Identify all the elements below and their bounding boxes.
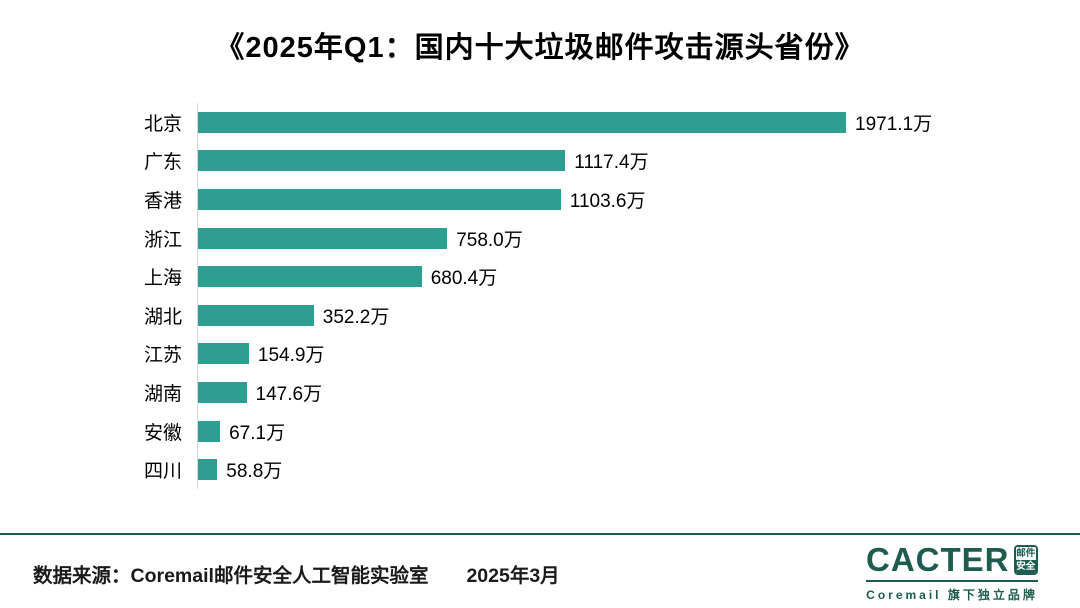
bar-track: 154.9万	[197, 334, 1080, 374]
category-label: 湖南	[143, 383, 182, 405]
category-label: 浙江	[143, 229, 182, 251]
bar-track: 1971.1万	[197, 103, 1080, 142]
data-source-text: 数据来源：Coremail邮件安全人工智能实验室 2025年3月	[33, 559, 560, 588]
logo-top: CACTER 邮件 安全	[866, 543, 1038, 577]
mail-security-badge-icon: 邮件 安全	[1013, 545, 1038, 575]
bar	[198, 343, 249, 365]
category-label: 四川	[143, 461, 182, 483]
logo-tagline: Coremail 旗下独立品牌	[866, 588, 1038, 602]
bar	[198, 227, 448, 249]
value-label: 680.4万	[430, 268, 498, 290]
bar	[198, 150, 566, 172]
footer: 数据来源：Coremail邮件安全人工智能实验室 2025年3月 CACTER 邮…	[0, 535, 1080, 608]
category-label: 广东	[143, 152, 182, 174]
bar-track: 1117.4万	[197, 141, 1080, 181]
bar-row: 香港 1103.6万	[0, 180, 1080, 219]
bar	[198, 188, 561, 210]
bar	[198, 111, 846, 133]
value-label: 154.9万	[257, 345, 325, 367]
bar-row: 浙江 758.0万	[0, 218, 1080, 258]
category-label: 江苏	[143, 345, 182, 367]
bar-track: 67.1万	[197, 411, 1080, 451]
bar-row: 江苏 154.9万	[0, 334, 1080, 374]
bar-track: 758.0万	[197, 218, 1080, 258]
bar	[198, 420, 221, 442]
value-label: 67.1万	[229, 422, 286, 444]
bar-track: 680.4万	[197, 257, 1080, 296]
footer-divider	[0, 533, 1080, 535]
bar	[198, 459, 218, 481]
source-label: 数据来源：Coremail邮件安全人工智能实验室	[33, 565, 429, 587]
value-label: 352.2万	[322, 306, 390, 328]
cacter-logo: CACTER 邮件 安全 Coremail 旗下独立品牌	[866, 543, 1038, 603]
logo-wordmark: CACTER	[866, 541, 1010, 578]
bar-chart: 北京 1971.1万 广东 1117.4万 香港 1103.6万 浙江 758.…	[0, 103, 1080, 489]
bar-track: 1103.6万	[197, 180, 1080, 219]
bar	[198, 266, 422, 288]
bar-track: 352.2万	[197, 295, 1080, 335]
bar-row: 北京 1971.1万	[0, 103, 1080, 142]
category-label: 湖北	[143, 306, 182, 328]
bar	[198, 381, 247, 403]
value-label: 758.0万	[456, 229, 523, 251]
category-label: 安徽	[143, 422, 182, 444]
bar-track: 58.8万	[197, 450, 1080, 489]
category-label: 上海	[143, 268, 182, 290]
badge-line1: 邮件	[1015, 547, 1036, 560]
value-label: 1103.6万	[569, 190, 646, 212]
category-label: 香港	[143, 190, 182, 212]
value-label: 147.6万	[255, 383, 323, 405]
value-label: 1971.1万	[855, 113, 933, 135]
bar-row: 四川 58.8万	[0, 450, 1080, 489]
chart-title: 《2025年Q1：国内十大垃圾邮件攻击源头省份》	[215, 32, 865, 64]
bar-row: 安徽 67.1万	[0, 411, 1080, 451]
bar	[198, 304, 314, 326]
badge-line2: 安全	[1015, 560, 1036, 573]
logo-rule	[866, 580, 1038, 582]
bar-row: 湖南 147.6万	[0, 373, 1080, 412]
value-label: 58.8万	[226, 461, 283, 483]
bar-row: 湖北 352.2万	[0, 295, 1080, 335]
bar-row: 上海 680.4万	[0, 257, 1080, 296]
category-label: 北京	[143, 113, 182, 135]
bar-track: 147.6万	[197, 373, 1080, 412]
value-label: 1117.4万	[574, 152, 649, 174]
bar-row: 广东 1117.4万	[0, 141, 1080, 181]
report-date: 2025年3月	[466, 565, 560, 587]
